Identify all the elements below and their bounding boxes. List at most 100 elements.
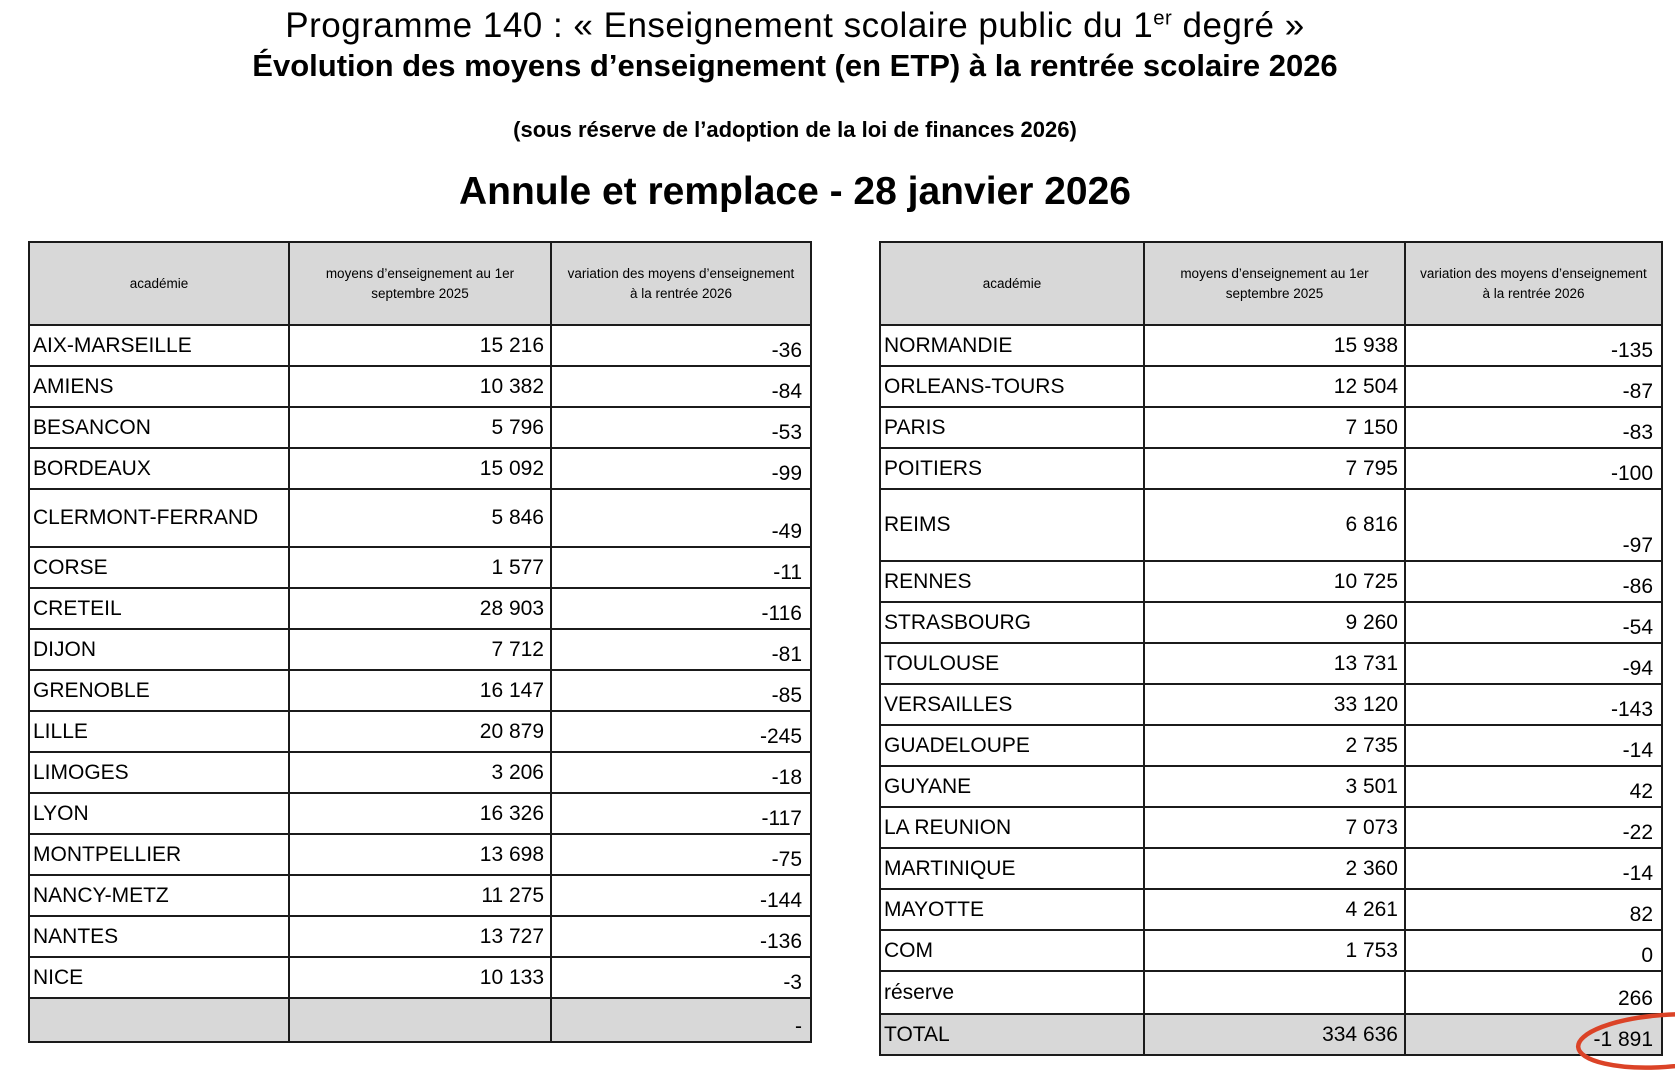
moyens-cell: 334 636	[1143, 1013, 1406, 1056]
table-row: CRETEIL 28 903 -116	[28, 587, 812, 630]
moyens-cell: 28 903	[288, 587, 552, 630]
academy-cell: CRETEIL	[28, 587, 290, 630]
table-row: CORSE 1 577 -11	[28, 546, 812, 589]
variation-cell: -18	[550, 751, 812, 794]
variation-cell: -87	[1404, 365, 1663, 408]
academy-cell: ORLEANS-TOURS	[879, 365, 1145, 408]
table-row: DIJON 7 712 -81	[28, 628, 812, 671]
moyens-cell: 10 725	[1143, 560, 1406, 603]
moyens-cell: 5 796	[288, 406, 552, 449]
variation-cell: -84	[550, 365, 812, 408]
variation-cell: -49	[550, 488, 812, 548]
moyens-cell: 1 753	[1143, 929, 1406, 972]
table-row: LYON 16 326 -117	[28, 792, 812, 835]
academy-cell	[28, 997, 290, 1043]
academy-cell: REIMS	[879, 488, 1145, 562]
left-table: académie moyens d’enseignement au 1er se…	[28, 241, 812, 1043]
academy-cell: VERSAILLES	[879, 683, 1145, 726]
page-title-suffix: degré »	[1172, 6, 1305, 45]
academy-cell: RENNES	[879, 560, 1145, 603]
table-row: NANCY-METZ 11 275 -144	[28, 874, 812, 917]
moyens-cell: 3 501	[1143, 765, 1406, 808]
moyens-cell: 11 275	[288, 874, 552, 917]
table-row: BESANCON 5 796 -53	[28, 406, 812, 449]
variation-cell: -99	[550, 447, 812, 490]
academy-cell: CORSE	[28, 546, 290, 589]
moyens-cell: 16 147	[288, 669, 552, 712]
table-row: REIMS 6 816 -97	[879, 488, 1663, 562]
table-row: AIX-MARSEILLE 15 216 -36	[28, 324, 812, 367]
academy-cell: réserve	[879, 970, 1145, 1015]
moyens-cell: 7 795	[1143, 447, 1406, 490]
moyens-cell: 4 261	[1143, 888, 1406, 931]
moyens-cell: 3 206	[288, 751, 552, 794]
variation-cell: 82	[1404, 888, 1663, 931]
moyens-cell: 13 698	[288, 833, 552, 876]
table-row: LILLE 20 879 -245	[28, 710, 812, 753]
table-row: GUADELOUPE 2 735 -14	[879, 724, 1663, 767]
academy-cell: LA REUNION	[879, 806, 1145, 849]
academy-cell: NORMANDIE	[879, 324, 1145, 367]
academy-cell: TOULOUSE	[879, 642, 1145, 685]
table-row: NICE 10 133 -3	[28, 956, 812, 999]
moyens-cell: 16 326	[288, 792, 552, 835]
col-header-academie: académie	[879, 241, 1145, 326]
variation-cell: -86	[1404, 560, 1663, 603]
academy-cell: GRENOBLE	[28, 669, 290, 712]
variation-cell: -1 891	[1404, 1013, 1663, 1056]
moyens-cell: 10 133	[288, 956, 552, 999]
col-header-moyens: moyens d’enseignement au 1er septembre 2…	[1143, 241, 1406, 326]
table-row: MARTINIQUE 2 360 -14	[879, 847, 1663, 890]
left-table-header-row: académie moyens d’enseignement au 1er se…	[28, 241, 812, 326]
variation-cell: 266	[1404, 970, 1663, 1015]
academy-cell: AIX-MARSEILLE	[28, 324, 290, 367]
academy-cell: MONTPELLIER	[28, 833, 290, 876]
moyens-cell: 1 577	[288, 546, 552, 589]
col-header-academie: académie	[28, 241, 290, 326]
variation-cell: -85	[550, 669, 812, 712]
variation-cell: -94	[1404, 642, 1663, 685]
academy-cell: PARIS	[879, 406, 1145, 449]
page-title: Programme 140 : « Enseignement scolaire …	[0, 6, 1590, 46]
variation-cell: -3	[550, 956, 812, 999]
moyens-cell: 7 150	[1143, 406, 1406, 449]
variation-cell: -14	[1404, 847, 1663, 890]
academy-cell: MAYOTTE	[879, 888, 1145, 931]
academy-cell: NICE	[28, 956, 290, 999]
academy-cell: LYON	[28, 792, 290, 835]
table-row: MONTPELLIER 13 698 -75	[28, 833, 812, 876]
right-table: académie moyens d’enseignement au 1er se…	[879, 241, 1663, 1056]
variation-cell: -14	[1404, 724, 1663, 767]
variation-cell: -97	[1404, 488, 1663, 562]
moyens-cell: 2 735	[1143, 724, 1406, 767]
table-row: PARIS 7 150 -83	[879, 406, 1663, 449]
variation-cell: -135	[1404, 324, 1663, 367]
col-header-variation: variation des moyens d’enseignement à la…	[1404, 241, 1663, 326]
academy-cell: MARTINIQUE	[879, 847, 1145, 890]
right-table-header-row: académie moyens d’enseignement au 1er se…	[879, 241, 1663, 326]
version-line: Annule et remplace - 28 janvier 2026	[459, 170, 1131, 213]
academy-cell: CLERMONT-FERRAND	[28, 488, 290, 548]
variation-cell: -136	[550, 915, 812, 958]
moyens-cell: 6 816	[1143, 488, 1406, 562]
page-subtitle: Évolution des moyens d’enseignement (en …	[252, 48, 1338, 83]
moyens-cell	[288, 997, 552, 1043]
table-row: LA REUNION 7 073 -22	[879, 806, 1663, 849]
moyens-cell: 20 879	[288, 710, 552, 753]
moyens-cell: 13 731	[1143, 642, 1406, 685]
table-row: réserve 266	[879, 970, 1663, 1015]
table-row: LIMOGES 3 206 -18	[28, 751, 812, 794]
moyens-cell: 5 846	[288, 488, 552, 548]
table-row: MAYOTTE 4 261 82	[879, 888, 1663, 931]
variation-cell: -53	[550, 406, 812, 449]
variation-cell: -36	[550, 324, 812, 367]
table-footer-row: TOTAL 334 636 -1 891	[879, 1013, 1663, 1056]
variation-cell: 42	[1404, 765, 1663, 808]
table-row: GUYANE 3 501 42	[879, 765, 1663, 808]
academy-cell: BESANCON	[28, 406, 290, 449]
variation-cell: -81	[550, 628, 812, 671]
table-row: BORDEAUX 15 092 -99	[28, 447, 812, 490]
academy-cell: NANTES	[28, 915, 290, 958]
moyens-cell: 10 382	[288, 365, 552, 408]
table-row: GRENOBLE 16 147 -85	[28, 669, 812, 712]
